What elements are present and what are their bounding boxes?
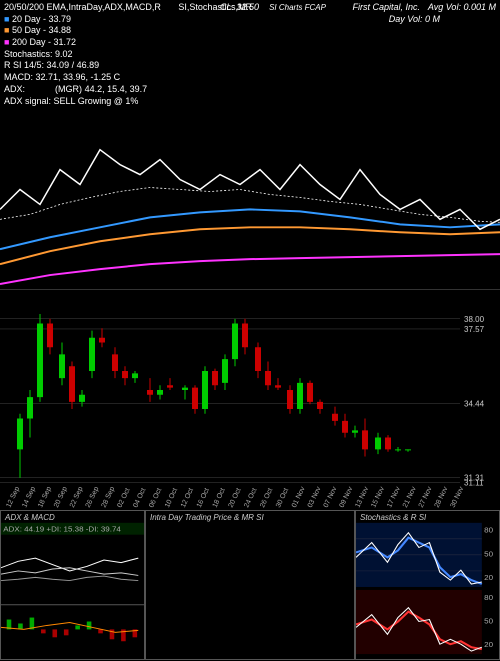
svg-text:26 Oct: 26 Oct <box>259 487 274 509</box>
svg-text:02 Oct: 02 Oct <box>117 487 132 509</box>
adx-title: ADX & MACD <box>5 513 55 522</box>
svg-text:06 Oct: 06 Oct <box>148 487 163 509</box>
svg-text:17 Nov: 17 Nov <box>386 485 402 509</box>
company: First Capital, Inc. <box>352 2 420 12</box>
svg-text:18 Sep: 18 Sep <box>37 486 53 509</box>
ema-panel <box>0 90 500 290</box>
avg-value: 0.001 M <box>463 2 496 12</box>
svg-text:34.44: 34.44 <box>464 399 485 408</box>
ticker: SI Charts FCAP <box>269 3 326 12</box>
svg-text:28 Nov: 28 Nov <box>434 485 450 509</box>
dayvol-value: 0 M <box>425 14 440 24</box>
indicator-list: 20/50/200 EMA,IntraDay,ADX,MACD,R <box>4 2 161 12</box>
svg-text:28 Sep: 28 Sep <box>101 486 117 509</box>
bottom-row: ADX & MACD ADX: 44.19 +DI: 15.38 -DI: 39… <box>0 510 500 660</box>
svg-text:27 Nov: 27 Nov <box>418 485 434 509</box>
svg-text:30 Oct: 30 Oct <box>275 487 290 509</box>
intraday-cell: Intra Day Trading Price & MR SI <box>145 510 355 660</box>
svg-text:30 Nov: 30 Nov <box>450 485 466 509</box>
svg-text:14 Sep: 14 Sep <box>21 486 37 509</box>
svg-text:01 Nov: 01 Nov <box>291 485 307 509</box>
stoch-title: Stochastics & R SI <box>360 513 426 522</box>
svg-text:15 Nov: 15 Nov <box>370 485 386 509</box>
svg-text:13 Nov: 13 Nov <box>354 485 370 509</box>
svg-text:80: 80 <box>484 526 493 534</box>
svg-text:50: 50 <box>484 617 493 625</box>
svg-text:20 Oct: 20 Oct <box>228 487 243 509</box>
intraday-title: Intra Day Trading Price & MR SI <box>150 513 264 522</box>
svg-text:12 Oct: 12 Oct <box>180 487 195 509</box>
svg-text:09 Nov: 09 Nov <box>339 485 355 509</box>
cl-label: CL: <box>220 2 234 12</box>
svg-text:16 Oct: 16 Oct <box>196 487 211 509</box>
svg-text:37.57: 37.57 <box>464 325 485 334</box>
header-info: 20/50/200 EMA,IntraDay,ADX,MACD,R SI,Sto… <box>0 0 500 90</box>
svg-text:03 Nov: 03 Nov <box>307 485 323 509</box>
svg-text:22 Sep: 22 Sep <box>69 486 85 509</box>
svg-text:20: 20 <box>484 641 493 649</box>
svg-text:04 Oct: 04 Oct <box>132 487 147 509</box>
cl-value: 32.50 <box>237 2 260 12</box>
svg-text:26 Sep: 26 Sep <box>85 486 101 509</box>
svg-text:12 Sep: 12 Sep <box>5 486 21 509</box>
adx-macd-cell: ADX & MACD ADX: 44.19 +DI: 15.38 -DI: 39… <box>0 510 145 660</box>
avg-label: Avg Vol: <box>428 2 461 12</box>
svg-text:07 Nov: 07 Nov <box>323 485 339 509</box>
svg-text:38.00: 38.00 <box>464 315 485 324</box>
svg-text:31.11: 31.11 <box>464 478 484 487</box>
svg-text:10 Oct: 10 Oct <box>164 487 179 509</box>
dayvol-label: Day Vol: <box>389 14 423 24</box>
svg-text:50: 50 <box>484 550 493 558</box>
svg-text:20: 20 <box>484 574 493 582</box>
stoch-cell: Stochastics & R SI 80 50 20 80 50 20 <box>355 510 500 660</box>
candle-panel: 38.0037.5734.4431.3131.1112 Sep14 Sep18 … <box>0 290 500 510</box>
svg-text:18 Oct: 18 Oct <box>212 487 227 509</box>
svg-text:20 Sep: 20 Sep <box>53 486 69 509</box>
svg-text:21 Nov: 21 Nov <box>402 485 418 509</box>
svg-text:80: 80 <box>484 593 493 601</box>
svg-text:24 Oct: 24 Oct <box>243 487 258 509</box>
svg-text:ADX: 44.19 +DI: 15.38 -DI: 39: ADX: 44.19 +DI: 15.38 -DI: 39.74 <box>3 525 121 533</box>
